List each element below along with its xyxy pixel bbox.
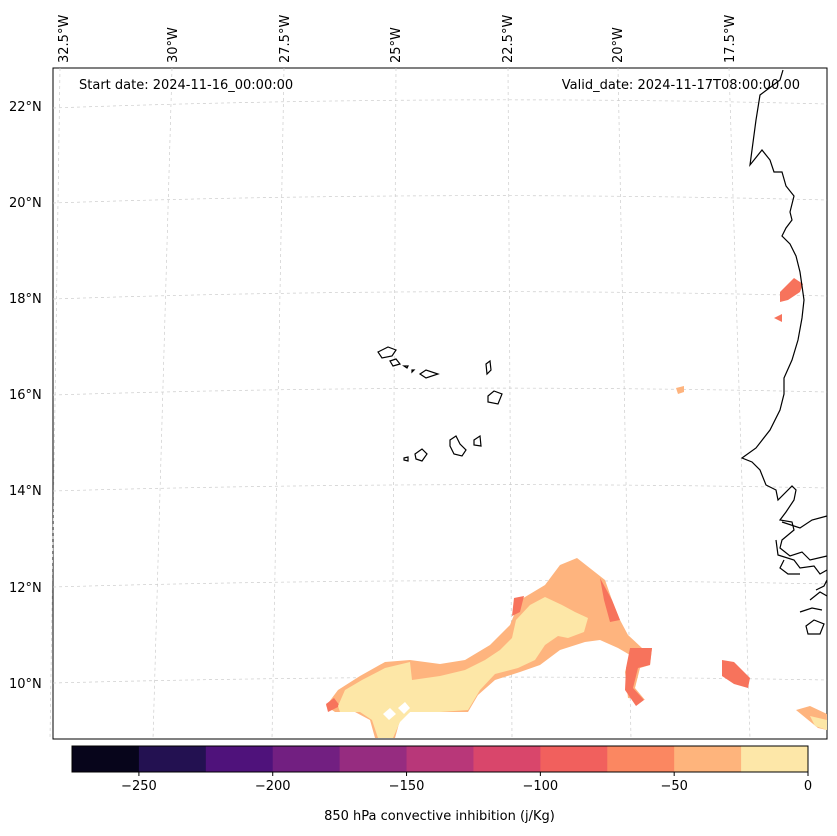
island-fogo	[414, 448, 428, 462]
lat-label: 14°N	[9, 484, 42, 499]
colorbar-tick-label: −250	[121, 779, 157, 794]
cin-area-weak	[810, 716, 827, 730]
colorbar-cell	[674, 746, 742, 772]
lon-gridline-20w	[617, 67, 632, 740]
lon-label: 17.5°W	[723, 15, 738, 63]
island-sao-vicente	[389, 358, 402, 367]
lon-label: 27.5°W	[278, 15, 293, 63]
colorbar-cell	[339, 746, 408, 772]
cin-area-weak	[338, 597, 588, 738]
cin-field	[326, 278, 827, 738]
island-maio	[473, 434, 482, 447]
west-africa-coastline	[740, 69, 828, 635]
lon-gridline-17-5w	[728, 67, 751, 740]
cape-verde-islands	[377, 346, 503, 462]
island-brava	[403, 456, 409, 462]
cin-area-strong	[774, 314, 782, 322]
graticule	[49, 67, 828, 740]
start-date-label: Start date: 2024-11-16_00:00:00	[79, 78, 294, 93]
lon-gridline-25w	[391, 67, 397, 740]
field-gap	[383, 708, 396, 720]
lat-label: 16°N	[9, 388, 42, 403]
island-sal	[485, 359, 492, 376]
colorbar-tick-label: −100	[523, 779, 559, 794]
lat-gridline-16n	[52, 387, 828, 396]
lon-label: 30°W	[166, 27, 181, 63]
colorbar-tick-label: −200	[255, 779, 291, 794]
colorbar-cell	[540, 746, 608, 772]
island-santo-antao	[377, 346, 397, 359]
map-frame	[52, 67, 828, 740]
lat-label: 10°N	[9, 677, 42, 692]
lon-labels: 32.5°W 30°W 27.5°W 25°W 22.5°W 20°W 17.5…	[57, 15, 738, 63]
cin-area-strong	[600, 578, 620, 622]
field-gap	[398, 702, 410, 714]
colorbar-ticks: −250 −200 −150 −100 −50 0	[121, 772, 812, 794]
cin-area-strong	[722, 660, 750, 688]
island-boa-vista	[487, 390, 503, 405]
lon-label: 20°W	[611, 27, 626, 63]
lat-label: 22°N	[9, 100, 42, 115]
colorbar-label: 850 hPa convective inhibition (j/Kg)	[324, 809, 555, 824]
cin-area-strong	[780, 278, 803, 302]
colorbar-frame	[71, 745, 809, 773]
colorbar-cell	[406, 746, 474, 772]
lon-gridline-30w	[152, 67, 173, 740]
valid-date-label: Valid_date: 2024-11-17T08:00:00.00	[561, 78, 800, 93]
cin-area-strong	[512, 596, 524, 616]
cin-area-strong	[625, 648, 652, 706]
colorbar-cell	[72, 746, 140, 772]
lat-labels: 22°N 20°N 18°N 16°N 14°N 12°N 10°N	[9, 100, 42, 692]
lat-gridline-10n	[52, 676, 828, 684]
lat-gridline-22n	[52, 99, 828, 109]
colorbar-cell	[473, 746, 541, 772]
lon-gridline-32-5w	[49, 67, 61, 740]
lon-label: 32.5°W	[57, 15, 72, 63]
colorbar-cells	[72, 746, 809, 772]
lat-label: 12°N	[9, 581, 42, 596]
lat-gridline-18n	[52, 291, 828, 300]
colorbar-cell	[607, 746, 675, 772]
island-santa-luzia	[402, 365, 409, 369]
colorbar-cell	[138, 746, 207, 772]
cin-area-strong	[326, 698, 340, 712]
island-sao-nicolau	[411, 369, 440, 379]
colorbar-cell	[272, 746, 341, 772]
colorbar-cell	[205, 746, 274, 772]
lat-gridline-14n	[52, 484, 828, 492]
lat-label: 18°N	[9, 292, 42, 307]
colorbar-cell	[741, 746, 809, 772]
lon-label: 22.5°W	[501, 15, 516, 63]
colorbar-tick-label: 0	[804, 779, 812, 794]
colorbar: −250 −200 −150 −100 −50 0	[71, 745, 812, 794]
cin-area-strong	[676, 386, 684, 394]
lat-label: 20°N	[9, 196, 42, 211]
lat-gridline-20n	[52, 195, 828, 204]
island-santiago	[449, 435, 467, 457]
colorbar-tick-label: −50	[660, 779, 687, 794]
colorbar-tick-label: −150	[389, 779, 425, 794]
lon-label: 25°W	[389, 27, 404, 63]
lon-gridline-27-5w	[271, 67, 285, 740]
lat-gridline-12n	[52, 580, 828, 588]
coastlines	[740, 69, 828, 635]
